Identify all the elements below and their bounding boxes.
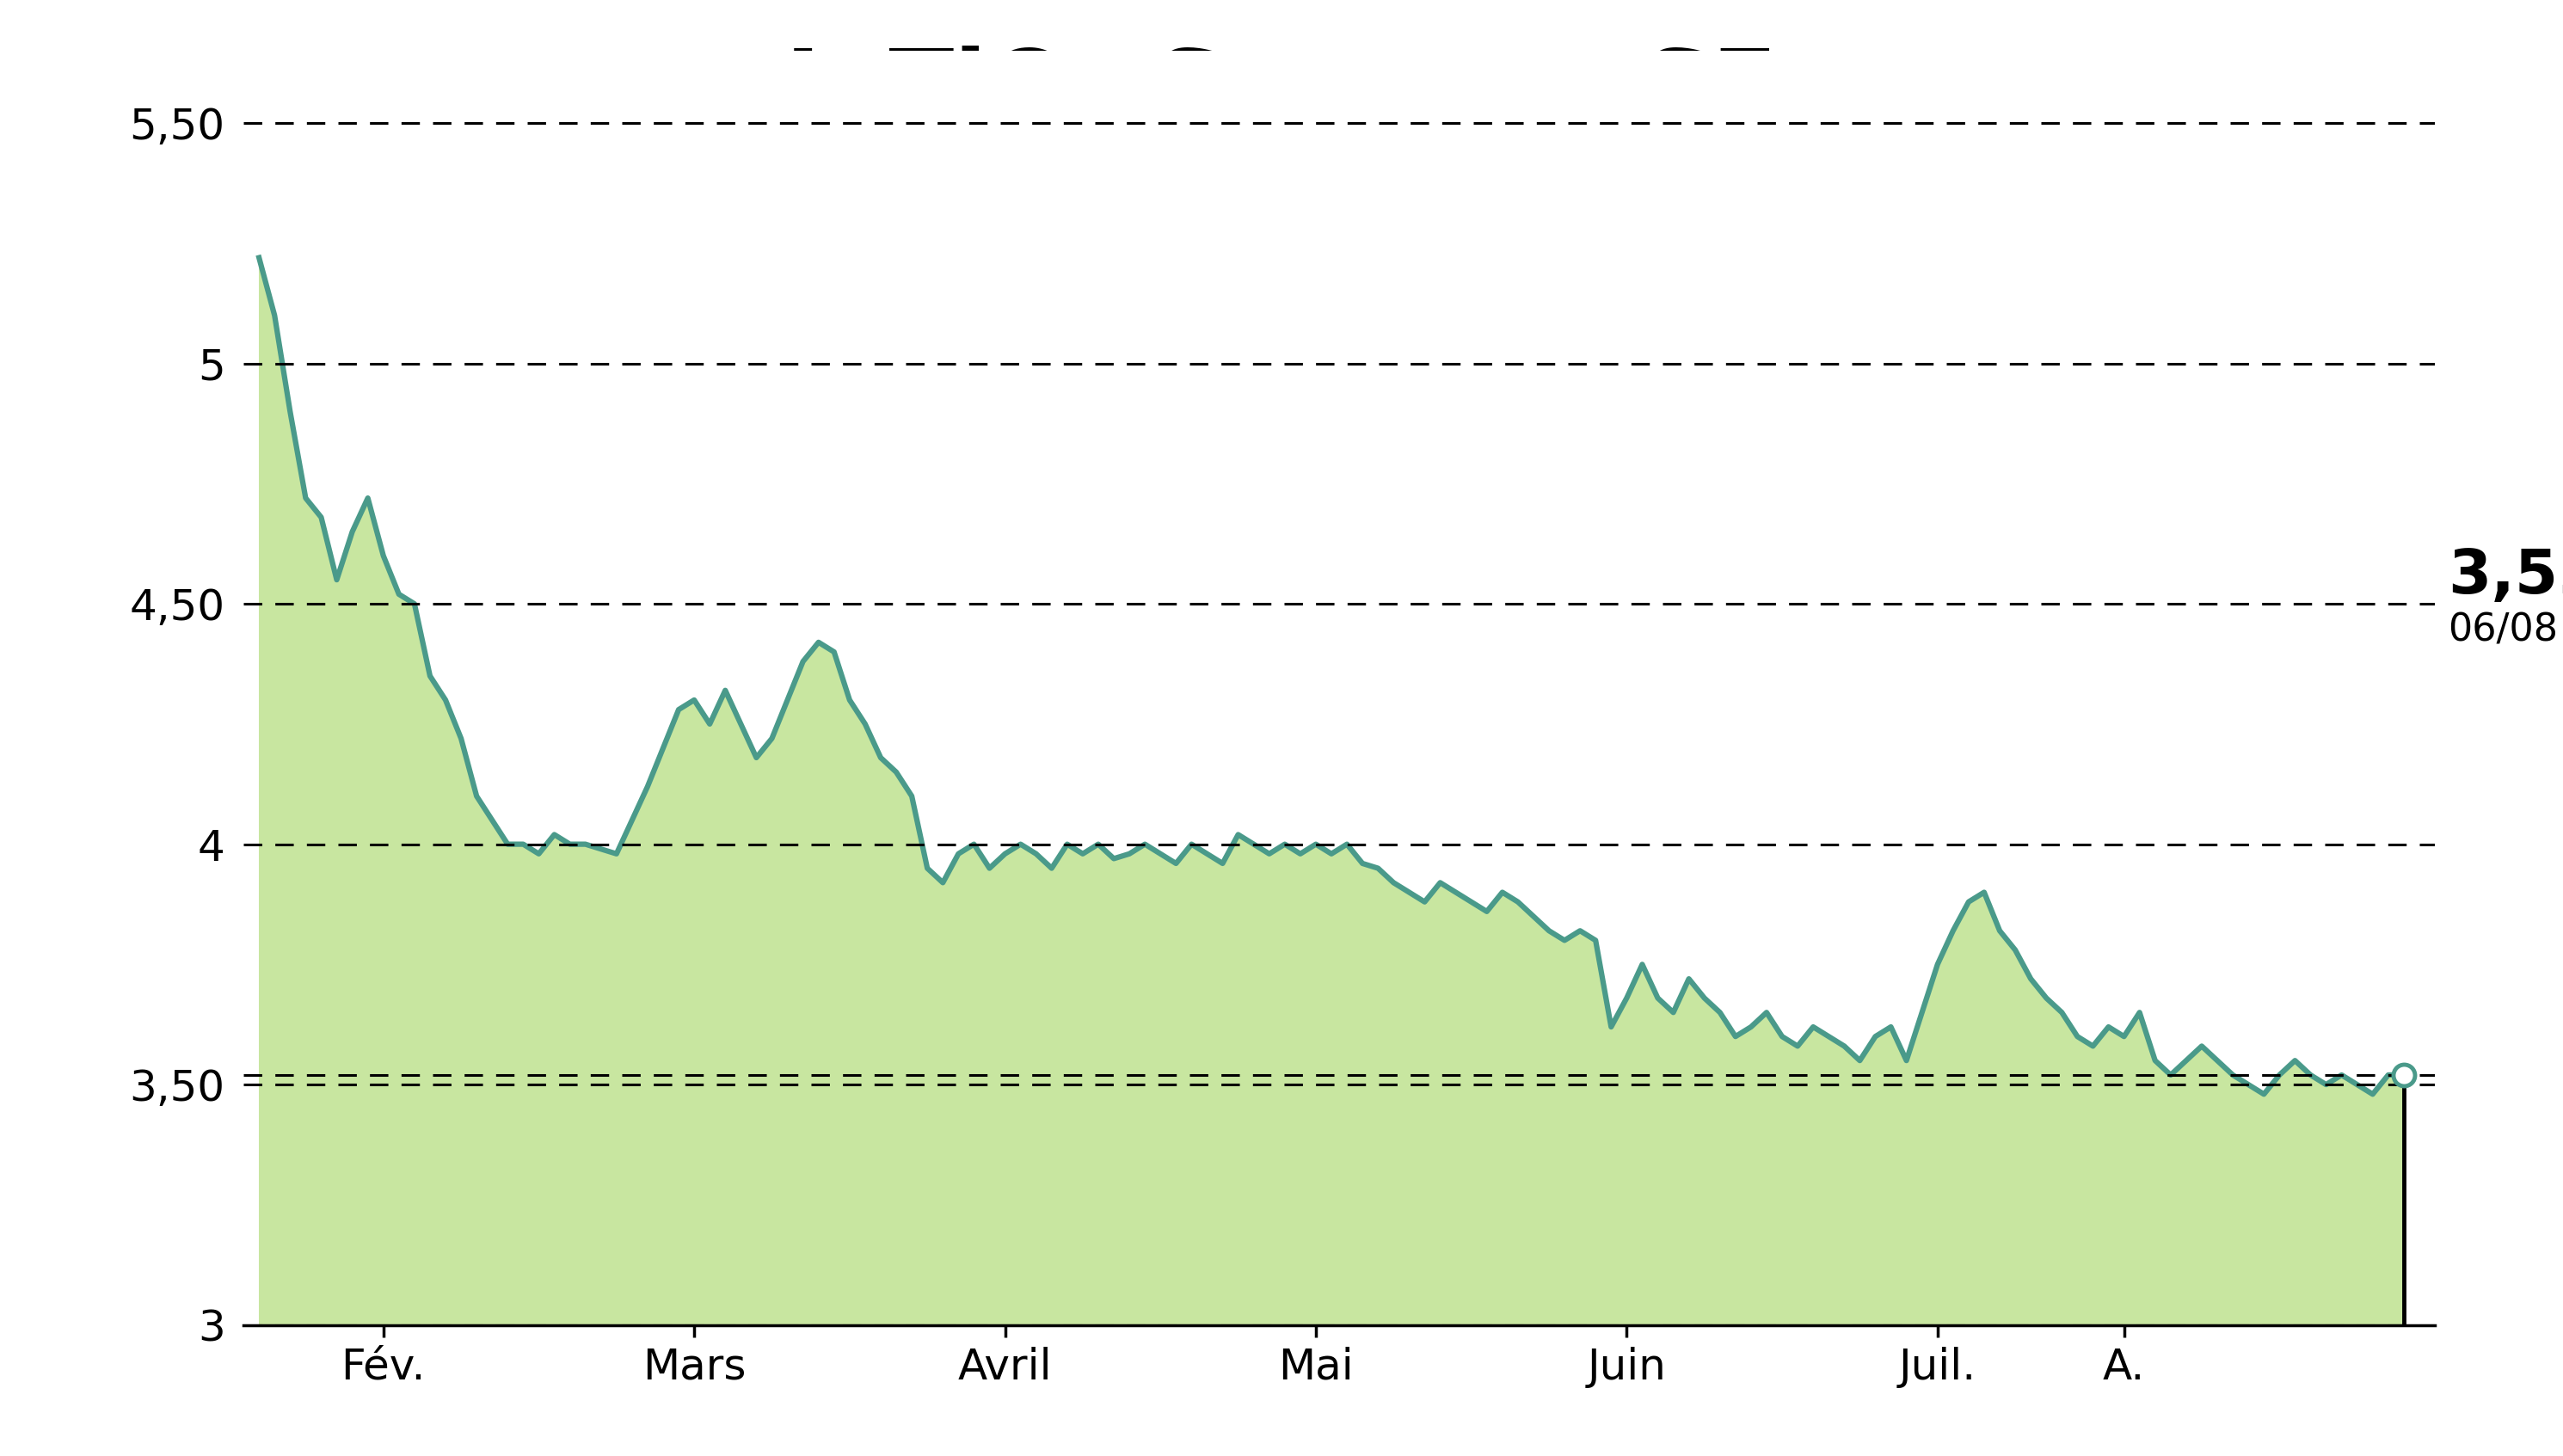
Text: InTiCa Systems SE: InTiCa Systems SE	[784, 45, 1779, 138]
Text: 06/08: 06/08	[2448, 612, 2558, 649]
Text: 3,52: 3,52	[2448, 547, 2563, 606]
